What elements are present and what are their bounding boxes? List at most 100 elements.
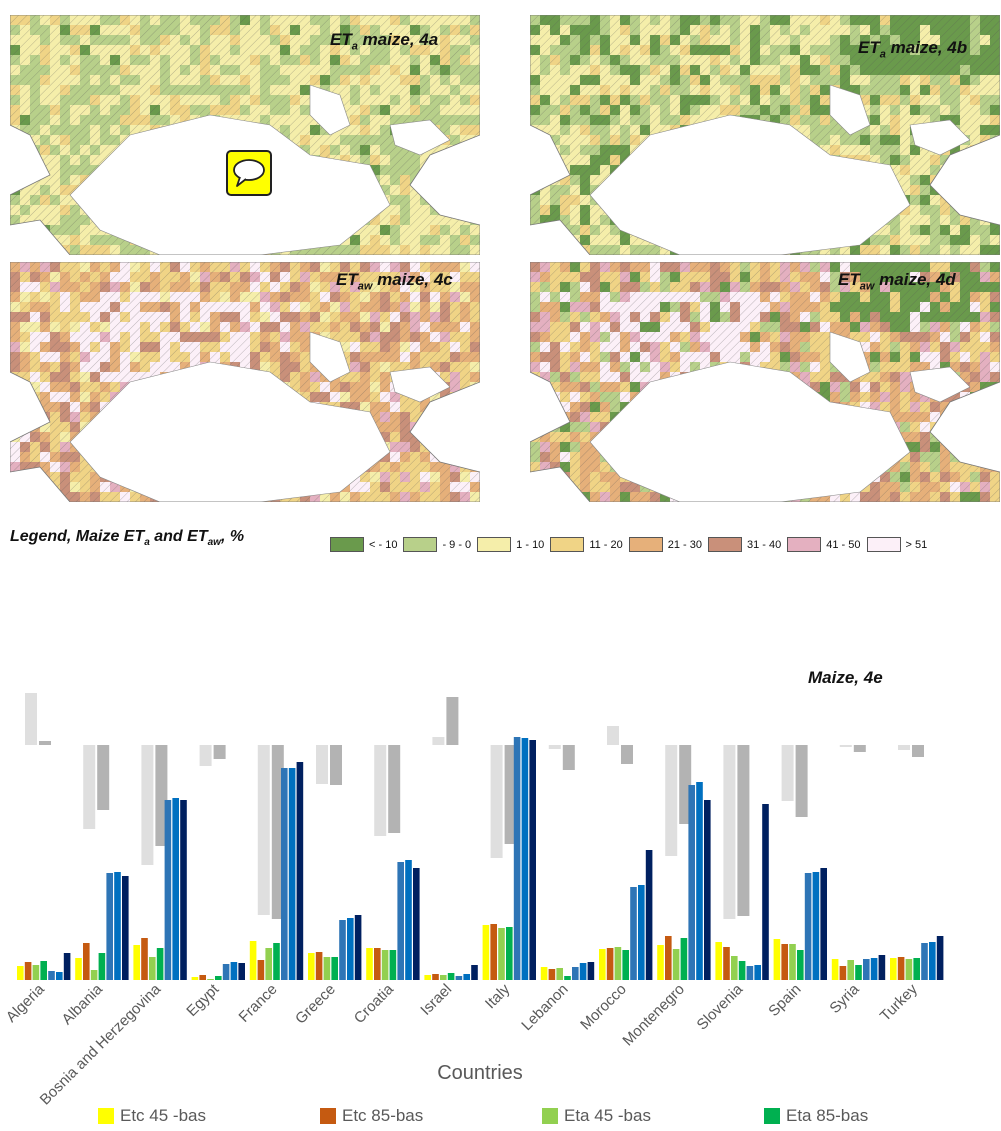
map-4d-image [530,262,1000,502]
bar [323,957,331,980]
chart-legend-item: Eta 85-bas [764,1106,868,1126]
chart-legend-label: Etc 45 -bas [120,1106,206,1125]
bar [572,967,579,980]
bar [424,975,431,980]
background-bar [562,745,575,770]
bar [482,925,490,980]
chart-legend-swatch [98,1108,114,1124]
map-legend-item: 11 - 20 [550,537,623,552]
bar [308,953,315,980]
background-bar [199,745,212,766]
bar [506,927,513,980]
bar [17,966,24,980]
bar [672,949,680,980]
map-legend-label: 31 - 40 [747,538,782,551]
x-tick-label: Turkey [877,980,921,1024]
map-title-4c: ETaw maize, 4c [336,270,453,293]
bar [463,974,470,980]
map-legend-item: 41 - 50 [787,537,861,552]
bar [257,960,265,980]
background-bar [271,745,284,919]
x-tick-label: Italy [482,980,514,1012]
x-tick-label: France [236,981,281,1026]
bar [331,957,338,980]
bar [820,868,827,980]
bar [855,965,862,980]
map-title-4d: ETaw maize, 4d [838,270,956,293]
bar [746,966,754,980]
background-bar [723,745,736,919]
bar [397,862,404,980]
x-tick-label: Greece [292,981,339,1028]
map-legend-swatch [550,537,585,552]
bar [839,966,847,980]
background-bar [679,745,692,824]
bar [878,955,886,980]
bar [781,944,788,980]
bar [207,979,214,980]
bar [122,876,129,980]
bar [797,950,804,980]
bar [172,798,179,980]
bar [191,977,199,980]
bar [455,976,463,980]
bar [630,887,637,980]
comment-icon[interactable] [226,150,272,196]
map-legend: < - 10 - 9 - 0 1 - 10 11 - 20 21 - 30 31 - 40… [330,537,933,552]
background-bar [83,745,96,829]
bar [413,868,420,980]
bar [471,965,478,980]
x-tick-label: Israel [417,981,455,1019]
background-bar [737,745,750,916]
bar [24,962,32,980]
bar [863,959,870,980]
background-bar [490,745,503,858]
bar [847,960,854,980]
bar [98,953,106,980]
bar [773,939,781,980]
bar [63,953,71,980]
bar [281,768,288,980]
background-bar [39,741,51,745]
bar [936,936,944,980]
map-4b-image [530,15,1000,255]
bar [614,947,622,980]
map-legend-label: - 9 - 0 [442,538,472,551]
bar [638,885,645,980]
speech-bubble-icon [233,159,265,187]
background-bar [853,745,866,752]
bar [215,976,222,980]
bar [606,948,614,980]
bar [366,948,373,980]
x-tick-label: Montenegro [619,981,688,1050]
bar [870,958,878,980]
bar [156,948,164,980]
background-bar [330,745,342,785]
map-title-4b: ETa maize, 4b [858,38,968,61]
background-bar [504,745,517,844]
map-panel-4c [10,262,480,502]
bar [579,963,587,980]
map-legend-swatch [477,537,512,552]
background-bar [912,745,924,757]
chart-legend-label: Eta 85-bas [786,1106,869,1125]
map-legend-item: 21 - 30 [628,537,702,552]
bar [498,928,505,980]
bar [812,872,820,980]
x-tick-label: Slovenia [694,980,747,1033]
background-bar [388,745,401,833]
bar [831,959,839,980]
bar [680,938,688,980]
bar [587,962,595,980]
bar [141,938,148,980]
map-legend-swatch [866,537,901,552]
x-tick-label: Algeria [3,980,49,1026]
bar [548,969,556,980]
map-legend-swatch [708,537,742,552]
chart-legend-item: Etc 45 -bas [98,1106,206,1126]
x-tick-label: Croatia [351,980,398,1027]
bar [440,975,447,980]
bar [762,804,769,980]
chart-legend-swatch [320,1108,336,1124]
map-legend-swatch [330,537,364,552]
